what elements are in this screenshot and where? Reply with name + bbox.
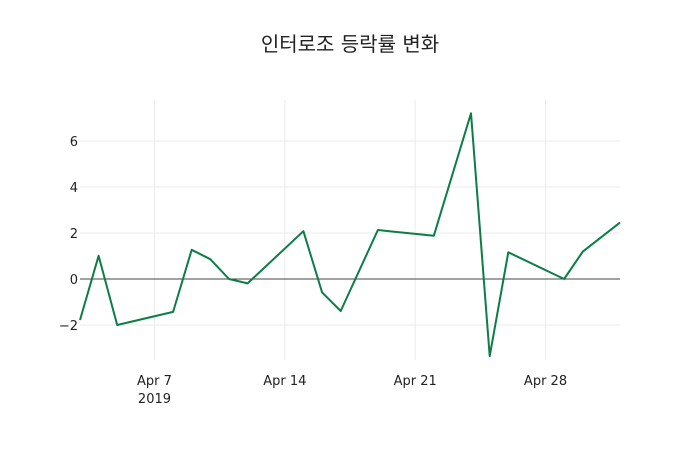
x-tick-year-label: 2019 [138, 392, 171, 407]
y-tick-label: 4 [70, 181, 78, 196]
x-tick-label: Apr 14 [263, 374, 306, 389]
x-tick-label: Apr 21 [394, 374, 437, 389]
y-tick-label: 6 [70, 135, 78, 150]
y-tick-label: −2 [59, 319, 78, 334]
y-tick-label: 0 [70, 273, 78, 288]
series-line [79, 112, 621, 358]
x-axis-tick-labels: Apr 7 2019 Apr 14 Apr 21 Apr 28 [137, 374, 567, 407]
x-tick-label: Apr 7 [137, 374, 172, 389]
data-series [79, 112, 621, 358]
y-tick-label: 2 [70, 227, 78, 242]
y-gridlines [80, 140, 620, 326]
x-tick-label: Apr 28 [524, 374, 567, 389]
y-axis-tick-labels: −2 0 2 4 6 [59, 135, 78, 334]
chart-title: 인터로조 등락률 변화 [260, 32, 440, 56]
